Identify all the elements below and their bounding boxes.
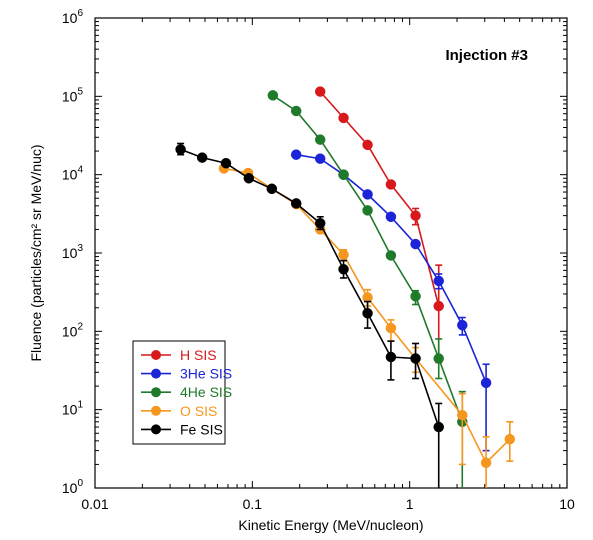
- series-line: [319, 91, 440, 307]
- x-tick-label: 0.01: [81, 496, 108, 512]
- data-point: [433, 300, 444, 312]
- x-tick-label: 0.1: [243, 496, 263, 512]
- data-point: [314, 217, 326, 229]
- legend: H SIS 3He SIS 4He SIS O SIS Fe SIS: [132, 340, 232, 445]
- data-point: [385, 250, 397, 261]
- y-tick-label: 104: [62, 165, 84, 183]
- legend-label: Fe SIS: [180, 421, 223, 437]
- data-point: [433, 421, 444, 433]
- data-point: [175, 144, 186, 155]
- data-point: [196, 152, 208, 163]
- legend-item: Fe SIS: [141, 421, 223, 437]
- data-point: [385, 211, 397, 223]
- data-point: [480, 377, 492, 389]
- data-point: [314, 153, 326, 164]
- series-fe-sis: [175, 142, 444, 488]
- data-point: [410, 238, 421, 250]
- x-axis-title: Kinetic Energy (MeV/nucleon): [238, 517, 423, 533]
- annotation-label: Injection #3: [445, 47, 528, 64]
- series-3he-sis: [290, 149, 492, 452]
- y-tick-label: 102: [62, 321, 84, 339]
- legend-label: O SIS: [180, 403, 217, 419]
- data-point: [314, 86, 326, 97]
- data-point: [338, 264, 349, 275]
- legend-label: 3He SIS: [180, 366, 232, 382]
- data-point: [290, 149, 302, 160]
- legend-item: 3He SIS: [141, 366, 232, 382]
- data-point: [410, 291, 421, 302]
- data-point: [220, 157, 232, 169]
- data-point: [267, 90, 279, 101]
- data-point: [266, 183, 278, 195]
- y-tick-label: 103: [62, 243, 84, 261]
- data-point: [385, 322, 397, 334]
- legend-marker: [151, 350, 161, 360]
- legend-marker: [151, 405, 161, 416]
- data-point: [338, 112, 349, 124]
- data-point: [385, 351, 397, 363]
- data-point: [290, 198, 302, 209]
- data-point: [362, 308, 373, 319]
- legend-marker: [151, 387, 161, 398]
- data-point: [410, 353, 421, 364]
- y-tick-label: 101: [62, 400, 84, 418]
- x-tick-label: 1: [406, 496, 414, 512]
- data-point: [433, 353, 444, 364]
- data-point: [385, 179, 397, 190]
- data-point: [338, 169, 349, 180]
- data-point: [410, 210, 421, 221]
- data-point: [457, 409, 468, 421]
- legend-marker: [151, 368, 161, 379]
- legend-item: O SIS: [141, 403, 217, 419]
- legend-label: H SIS: [180, 347, 217, 363]
- legend-marker: [151, 424, 161, 435]
- data-point: [314, 134, 326, 145]
- y-tick-label: 100: [62, 478, 84, 496]
- data-point: [504, 433, 516, 445]
- y-tick-label: 105: [62, 86, 84, 104]
- y-tick-label: 106: [62, 8, 84, 26]
- y-axis-title: Fluence (particles/cm² sr MeV/nuc): [28, 144, 44, 361]
- data-point: [243, 173, 255, 184]
- data-point: [338, 249, 349, 260]
- x-tick-label: 10: [559, 496, 575, 512]
- data-series: [175, 86, 516, 488]
- data-point: [457, 319, 468, 331]
- data-point: [362, 189, 373, 200]
- data-point: [362, 139, 373, 151]
- data-point: [433, 275, 444, 287]
- legend-item: H SIS: [141, 347, 217, 363]
- data-point: [290, 105, 302, 117]
- legend-label: 4He SIS: [180, 384, 232, 400]
- axis-ticks: 0.01 0.1 1 10 100 101 102 103 104 105 106: [62, 8, 575, 512]
- data-point: [480, 457, 492, 469]
- legend-item: 4He SIS: [141, 384, 232, 400]
- data-point: [362, 205, 373, 216]
